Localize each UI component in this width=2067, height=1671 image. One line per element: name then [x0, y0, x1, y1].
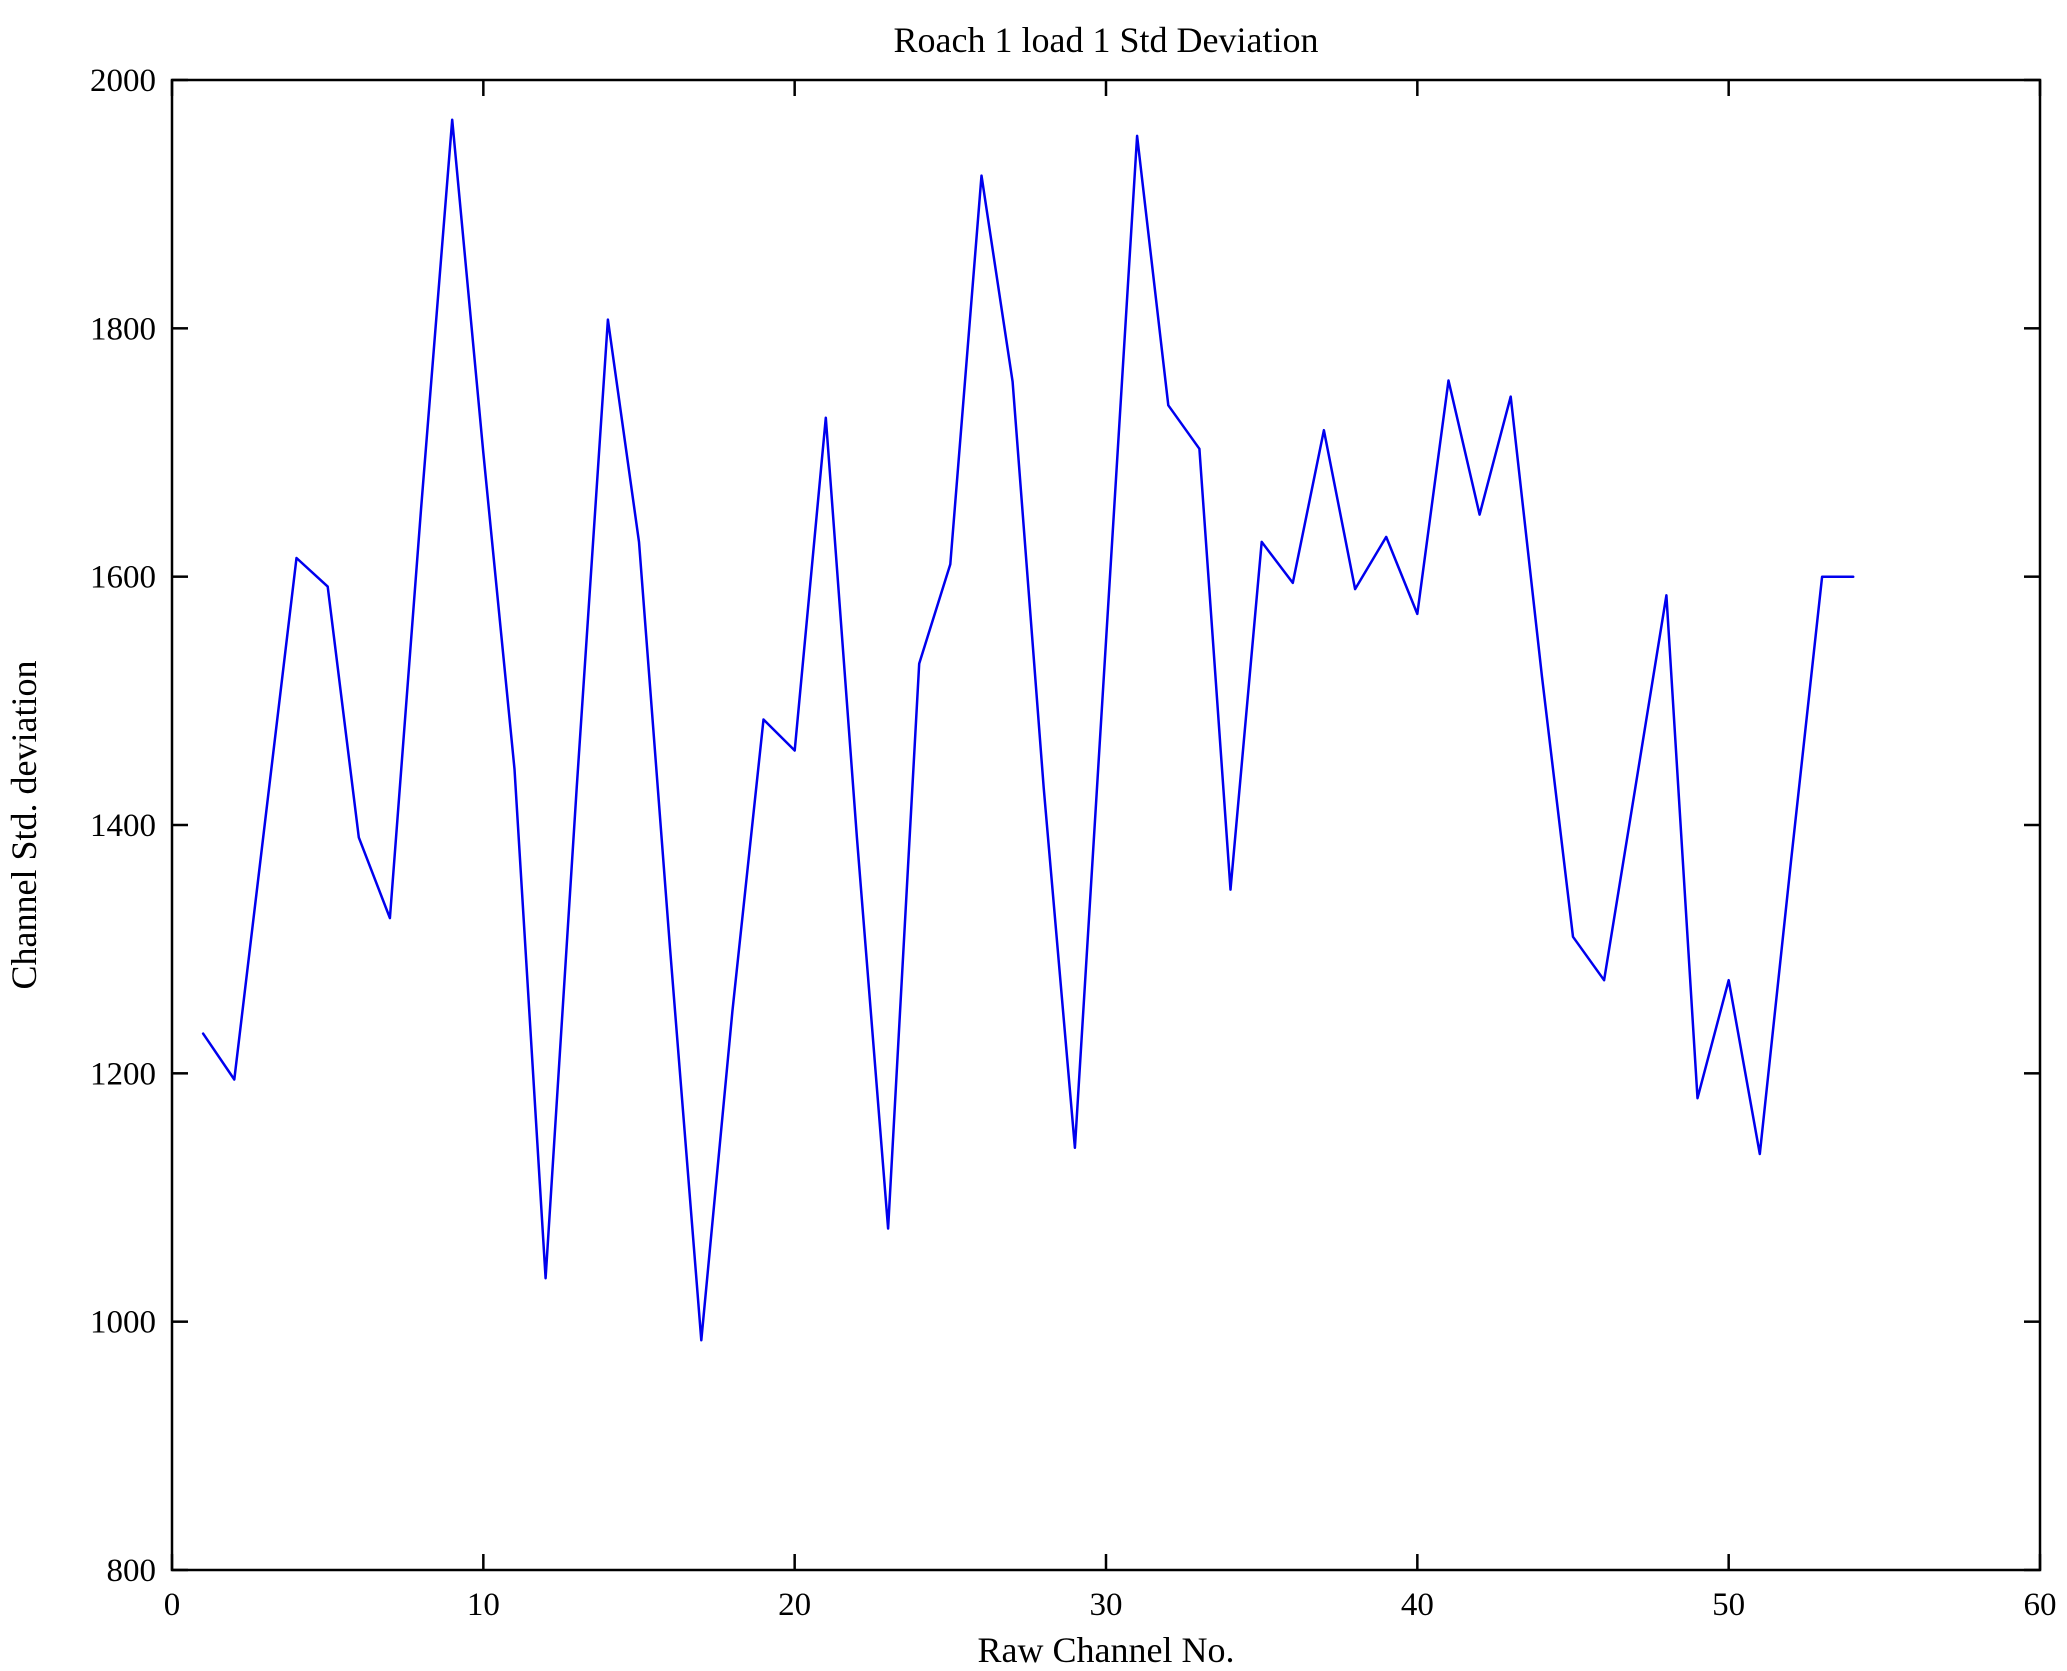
- axis-ticks: [170, 78, 2042, 1572]
- y-axis-label: Channel Std. deviation: [4, 661, 44, 990]
- x-axis-label: Raw Channel No.: [978, 1630, 1235, 1670]
- y-tick-label: 1400: [90, 808, 156, 844]
- x-tick-label: 10: [467, 1587, 500, 1623]
- data-line: [201, 118, 1855, 1342]
- x-tick-label: 60: [2024, 1587, 2057, 1623]
- y-tick-label: 1600: [90, 560, 156, 596]
- y-tick-label: 1800: [90, 311, 156, 347]
- chart-title: Roach 1 load 1 Std Deviation: [894, 20, 1319, 60]
- y-tick-label: 1000: [90, 1305, 156, 1341]
- y-tick-labels: 800 1000 1200 1400 1600 1800 2000: [90, 63, 156, 1589]
- plot-box: [170, 78, 2042, 1572]
- x-tick-label: 30: [1090, 1587, 1123, 1623]
- x-tick-label: 0: [164, 1587, 181, 1623]
- y-tick-label: 2000: [90, 63, 156, 99]
- x-tick-label: 40: [1401, 1587, 1434, 1623]
- x-tick-label: 50: [1712, 1587, 1745, 1623]
- y-tick-label: 800: [107, 1553, 157, 1589]
- y-tick-label: 1200: [90, 1056, 156, 1092]
- x-tick-label: 20: [778, 1587, 811, 1623]
- x-tick-labels: 0 10 20 30 40 50 60: [164, 1587, 2057, 1623]
